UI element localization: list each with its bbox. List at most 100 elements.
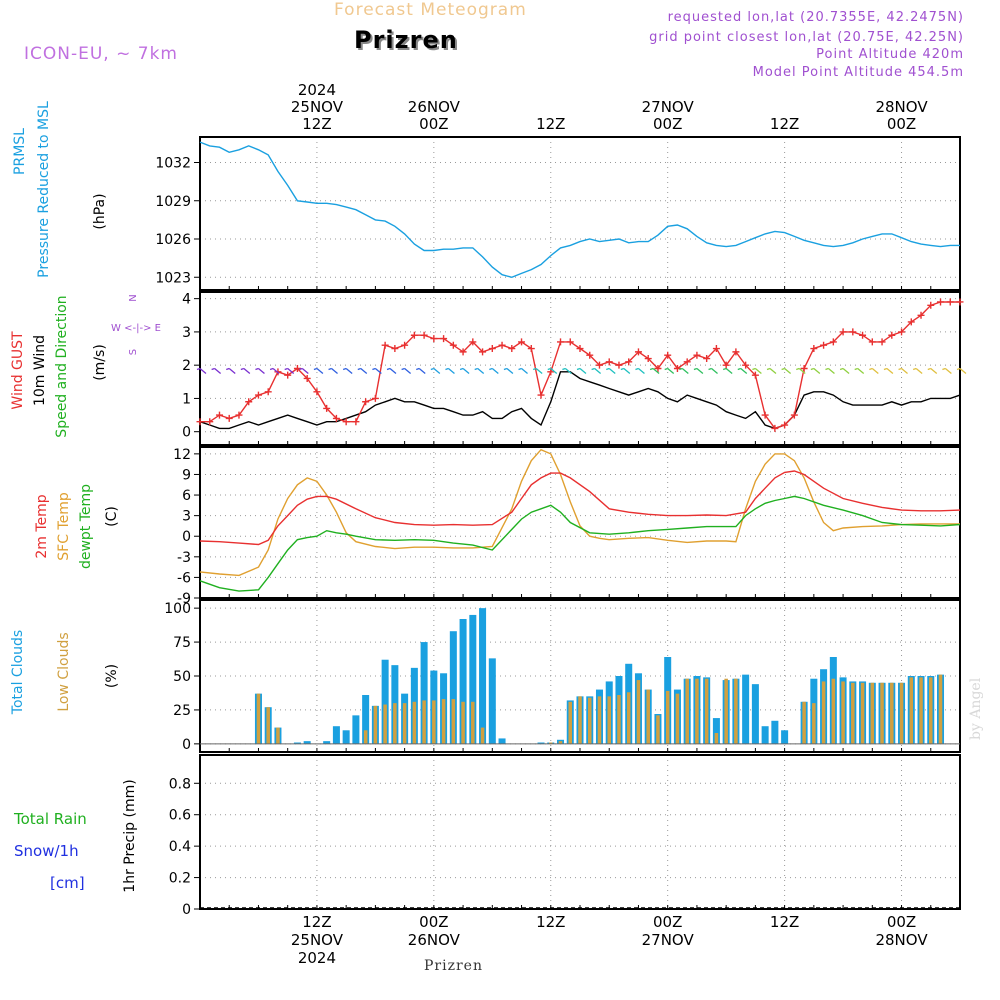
temperature-panel-label: dewpt Temp bbox=[78, 484, 94, 569]
footer-location: Prizren bbox=[424, 958, 483, 974]
gust-marker bbox=[625, 358, 633, 366]
gust-marker bbox=[781, 421, 789, 429]
gust-marker bbox=[508, 345, 516, 353]
low-cloud-bar bbox=[266, 707, 270, 744]
low-cloud-bar bbox=[558, 741, 563, 744]
wind-direction-arrow bbox=[942, 367, 952, 374]
low-cloud-bar bbox=[880, 682, 884, 744]
wind-direction-arrow bbox=[342, 367, 353, 374]
y-tick-label: 2 bbox=[182, 358, 191, 374]
gust-marker bbox=[479, 348, 487, 356]
gust-marker bbox=[566, 338, 574, 346]
low-cloud-bar bbox=[938, 674, 943, 744]
wind-direction-arrow bbox=[956, 367, 967, 374]
total-cloud-bar bbox=[751, 684, 759, 744]
low-cloud-bar bbox=[870, 682, 875, 744]
gust-marker bbox=[235, 411, 243, 419]
gust-marker bbox=[878, 338, 886, 346]
pressure-panel-label: PRMSL bbox=[12, 128, 28, 175]
time-label-top: 25NOV bbox=[291, 98, 344, 116]
panel-frame bbox=[199, 754, 961, 910]
gust-marker bbox=[459, 348, 467, 356]
low-cloud-bar bbox=[578, 696, 582, 744]
y-tick-label: 1026 bbox=[155, 232, 191, 248]
model-label: ICON-EU, ~ 7km bbox=[24, 44, 178, 64]
wind-direction-arrow bbox=[912, 367, 923, 374]
gust-marker bbox=[430, 335, 438, 343]
y-tick-label: 1029 bbox=[155, 194, 191, 210]
gust-marker bbox=[225, 414, 233, 422]
precip-legend-label: Total Rain bbox=[13, 810, 87, 828]
gust-marker bbox=[917, 311, 925, 319]
sfc-temp-line bbox=[199, 448, 960, 577]
wind-direction-arrow bbox=[752, 367, 762, 374]
gust-marker bbox=[859, 331, 867, 339]
low-cloud-bar bbox=[929, 677, 933, 744]
low-cloud-bar bbox=[665, 690, 670, 744]
y-tick-label: -9 bbox=[177, 591, 191, 607]
compass-west-east: W <-|-> E bbox=[111, 323, 161, 334]
wind-panel-label: 10m Wind bbox=[32, 335, 48, 406]
low-cloud-bar bbox=[432, 700, 436, 744]
gust-marker bbox=[420, 331, 428, 339]
requested-coords: requested lon,lat (20.7355E, 42.2475N) bbox=[667, 10, 964, 25]
wind-direction-arrow bbox=[357, 367, 368, 374]
clouds-panel-label: Low Clouds bbox=[56, 632, 72, 711]
wind-direction-arrow bbox=[620, 367, 631, 374]
wind-direction-arrow bbox=[284, 367, 295, 374]
dewpt-temp-line bbox=[199, 495, 961, 592]
total-cloud-bar bbox=[293, 742, 301, 744]
wind-direction-arrow bbox=[547, 367, 558, 374]
gust-marker bbox=[888, 331, 896, 339]
time-label-bottom: 12Z bbox=[770, 913, 799, 931]
low-cloud-bar bbox=[412, 701, 417, 744]
time-label-top: 27NOV bbox=[642, 98, 695, 116]
wind-direction-arrow bbox=[269, 367, 280, 374]
y-tick-label: 3 bbox=[182, 325, 191, 341]
wind-direction-arrow bbox=[430, 367, 441, 374]
wind-direction-arrow bbox=[796, 367, 806, 374]
total-cloud-bar bbox=[459, 619, 467, 744]
low-cloud-bar bbox=[899, 682, 904, 744]
gust-marker bbox=[644, 355, 652, 363]
y-tick-label: 0 bbox=[182, 529, 191, 545]
time-label-top: 26NOV bbox=[408, 98, 461, 116]
gust-marker bbox=[703, 355, 711, 363]
gust-marker bbox=[371, 394, 379, 402]
total-cloud-bar bbox=[479, 608, 487, 744]
low-cloud-bar bbox=[256, 693, 261, 744]
y-tick-label: 12 bbox=[173, 447, 191, 463]
time-label-top: 28NOV bbox=[875, 98, 928, 116]
time-label-bottom: 00Z bbox=[887, 913, 916, 931]
total-cloud-bar bbox=[712, 718, 720, 744]
low-cloud-bar bbox=[704, 678, 709, 744]
total-cloud-bar bbox=[352, 715, 360, 744]
wind-direction-arrow bbox=[708, 367, 718, 374]
gust-marker bbox=[342, 418, 350, 426]
gust-marker bbox=[771, 424, 779, 432]
time-label-top: 00Z bbox=[887, 115, 916, 133]
gust-marker bbox=[761, 411, 769, 419]
low-cloud-bar bbox=[841, 681, 845, 744]
y-tick-label: -6 bbox=[177, 570, 191, 586]
gust-marker bbox=[284, 371, 292, 379]
gust-marker bbox=[849, 328, 857, 336]
wind-direction-arrow bbox=[854, 367, 865, 374]
gust-marker bbox=[362, 398, 370, 406]
wind-direction-arrow bbox=[196, 367, 207, 374]
wind-direction-arrow bbox=[781, 367, 792, 374]
temperature-unit-label: (C) bbox=[104, 506, 120, 527]
temperature-panel-label: 2m Temp bbox=[34, 494, 50, 558]
gust-marker bbox=[537, 391, 545, 399]
total-cloud-bar bbox=[342, 730, 350, 744]
time-label-bottom: 25NOV bbox=[291, 931, 344, 949]
low-cloud-bar bbox=[568, 701, 573, 744]
compass-south: S bbox=[128, 349, 139, 355]
low-cloud-bar bbox=[890, 682, 894, 744]
clouds-unit-label: (%) bbox=[104, 664, 120, 688]
wind-direction-arrow bbox=[532, 367, 543, 374]
low-cloud-bar bbox=[471, 701, 475, 744]
low-cloud-bar bbox=[422, 700, 426, 744]
gust-marker bbox=[712, 345, 720, 353]
gust-marker bbox=[498, 341, 506, 349]
